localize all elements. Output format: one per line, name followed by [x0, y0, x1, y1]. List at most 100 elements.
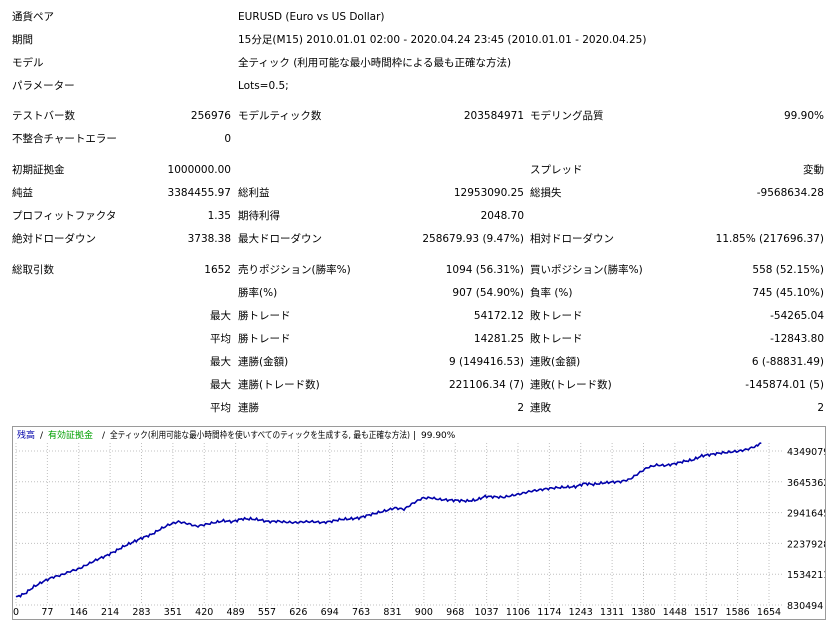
expected-payoff-label: 期待利得 — [238, 210, 280, 222]
x-tick-label: 1654 — [757, 607, 781, 618]
x-tick-label: 1106 — [506, 607, 530, 618]
avg-cons-losses-value: 2 — [817, 402, 824, 414]
abs-drawdown-label: 絶対ドローダウン — [12, 233, 96, 245]
spread-label: スプレッド — [530, 164, 583, 176]
avg-win-value: 14281.25 — [473, 333, 524, 345]
mismatch-label: 不整合チャートエラー — [12, 133, 117, 145]
max-prefix: 最大 — [210, 310, 231, 322]
win-rate-label: 勝率(%) — [238, 287, 278, 299]
x-tick-label: 214 — [101, 607, 119, 618]
max-cons-wins-money-label: 連勝(金額) — [238, 356, 289, 368]
x-tick-label: 694 — [321, 607, 339, 618]
spread-value: 変動 — [803, 164, 824, 176]
net-profit-label: 純益 — [12, 187, 33, 199]
period-label: 期間 — [12, 34, 33, 46]
y-tick-label: 2941645 — [787, 509, 825, 520]
x-tick-label: 1517 — [694, 607, 718, 618]
gross-loss-value: -9568634.28 — [756, 187, 824, 199]
x-tick-label: 763 — [352, 607, 370, 618]
long-positions-label: 買いポジション(勝率%) — [530, 264, 643, 276]
x-tick-label: 1037 — [475, 607, 499, 618]
period-value: 15分足(M15) 2010.01.01 02:00 - 2020.04.24 … — [238, 34, 647, 46]
x-tick-label: 900 — [415, 607, 433, 618]
initial-deposit-value: 1000000.00 — [167, 164, 231, 176]
max-win-label: 勝トレード — [238, 310, 291, 322]
max-cons-loss-label: 連敗(トレード数) — [530, 379, 612, 391]
avg-cons-wins-value: 2 — [517, 402, 524, 414]
x-tick-label: 0 — [13, 607, 19, 618]
model-label: モデル — [12, 57, 44, 69]
balance-chart-svg: 残高 / 有効証拠金 / 全ティック(利用可能な最小時間枠を使いすべてのティック… — [13, 429, 825, 618]
y-tick-label: 1534211 — [787, 570, 825, 581]
x-tick-label: 831 — [383, 607, 401, 618]
abs-drawdown-value: 3738.38 — [187, 233, 231, 245]
legend-sep: | — [413, 431, 416, 441]
avg-win-label: 勝トレード — [238, 333, 291, 345]
short-positions-value: 1094 (56.31%) — [445, 264, 524, 276]
legend-equity: 有効証拠金 — [48, 429, 93, 441]
model-ticks-value: 203584971 — [463, 110, 524, 122]
avg-prefix: 平均 — [210, 402, 231, 414]
x-tick-label: 1243 — [569, 607, 593, 618]
long-positions-value: 558 (52.15%) — [752, 264, 824, 276]
max-drawdown-value: 258679.93 (9.47%) — [422, 233, 524, 245]
loss-rate-label: 負率 (%) — [530, 287, 573, 299]
max-cons-profit-value: 221106.34 (7) — [449, 379, 524, 391]
profit-factor-label: プロフィットファクタ — [12, 210, 117, 222]
y-tick-label: 2237928 — [787, 539, 825, 550]
x-tick-label: 1380 — [631, 607, 655, 618]
max-prefix: 最大 — [210, 356, 231, 368]
symbol-value: EURUSD (Euro vs US Dollar) — [238, 11, 385, 23]
model-quality-label: モデリング品質 — [530, 110, 604, 122]
x-tick-label: 77 — [41, 607, 53, 618]
loss-rate-value: 745 (45.10%) — [752, 287, 824, 299]
avg-prefix: 平均 — [210, 333, 231, 345]
rel-drawdown-label: 相対ドローダウン — [530, 233, 614, 245]
avg-cons-wins-label: 連勝 — [238, 402, 259, 414]
total-trades-value: 1652 — [204, 264, 231, 276]
max-cons-loss-value: -145874.01 (5) — [745, 379, 824, 391]
max-cons-losses-money-value: 6 (-88831.49) — [751, 356, 824, 368]
max-drawdown-label: 最大ドローダウン — [238, 233, 322, 245]
legend-sep: / — [40, 431, 44, 441]
max-loss-label: 敗トレード — [530, 310, 583, 322]
avg-cons-losses-label: 連敗 — [530, 402, 551, 414]
y-tick-label: 830494 — [787, 601, 823, 612]
x-tick-label: 351 — [164, 607, 182, 618]
legend-model: 全ティック(利用可能な最小時間枠を使いすべてのティックを生成する, 最も正確な方… — [110, 429, 410, 441]
x-tick-label: 489 — [227, 607, 245, 618]
model-quality-value: 99.90% — [783, 110, 824, 122]
symbol-label: 通貨ペア — [12, 11, 54, 23]
model-value: 全ティック (利用可能な最小時間枠による最も正確な方法) — [238, 57, 512, 69]
initial-deposit-label: 初期証拠金 — [12, 164, 65, 176]
max-prefix: 最大 — [210, 379, 231, 391]
test-bars-label: テストバー数 — [12, 110, 75, 122]
short-positions-label: 売りポジション(勝率%) — [238, 264, 351, 276]
max-cons-profit-label: 連勝(トレード数) — [238, 379, 320, 391]
profit-factor-value: 1.35 — [207, 210, 231, 222]
legend-sep: / — [102, 431, 106, 441]
params-label: パラメーター — [12, 80, 75, 92]
gross-loss-label: 総損失 — [530, 187, 562, 199]
x-tick-label: 146 — [70, 607, 88, 618]
expected-payoff-value: 2048.70 — [480, 210, 524, 222]
x-tick-label: 557 — [258, 607, 276, 618]
mismatch-value: 0 — [224, 133, 231, 145]
gross-profit-value: 12953090.25 — [453, 187, 524, 199]
legend-balance: 残高 — [17, 429, 35, 441]
x-tick-label: 1174 — [537, 607, 561, 618]
x-tick-label: 1448 — [663, 607, 687, 618]
model-ticks-label: モデルティック数 — [238, 110, 322, 122]
y-tick-label: 4349079 — [787, 447, 825, 458]
max-cons-wins-money-value: 9 (149416.53) — [449, 356, 524, 368]
x-tick-label: 968 — [446, 607, 464, 618]
x-tick-label: 283 — [132, 607, 150, 618]
gross-profit-label: 総利益 — [238, 187, 270, 199]
x-tick-label: 420 — [195, 607, 213, 618]
max-cons-losses-money-label: 連敗(金額) — [530, 356, 581, 368]
win-rate-value: 907 (54.90%) — [452, 287, 524, 299]
max-loss-value: -54265.04 — [770, 310, 824, 322]
x-tick-label: 1586 — [726, 607, 750, 618]
total-trades-label: 総取引数 — [12, 264, 54, 276]
